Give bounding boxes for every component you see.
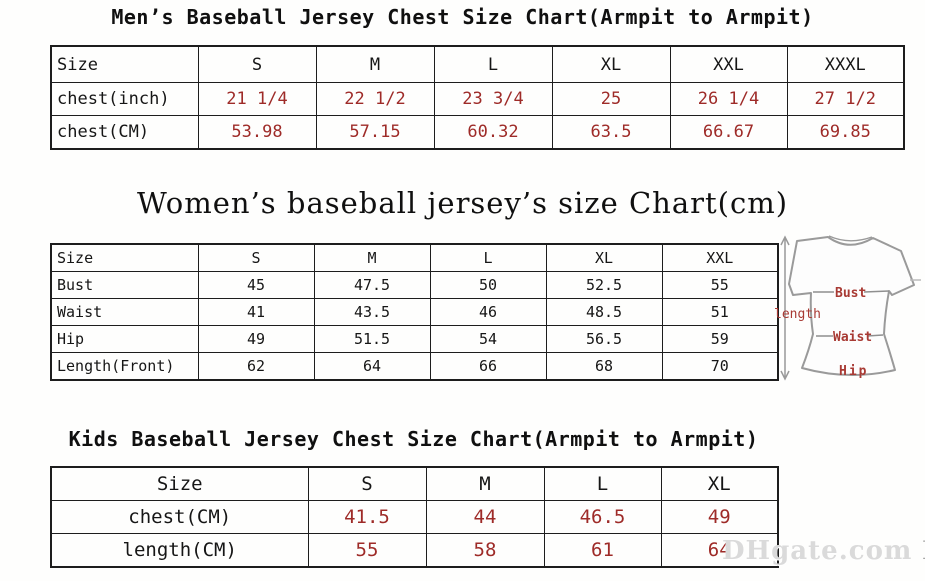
mens-chart-title: Men’s Baseball Jersey Chest Size Chart(A…: [111, 5, 814, 29]
size-value: 53.98: [197, 115, 317, 150]
seller-id: b2bcn: [922, 537, 925, 565]
size-value: 22 1/2: [315, 82, 435, 116]
table-row-waist: Waist 41 43.5 46 48.5 51: [50, 298, 779, 326]
hip-label: Hip: [839, 364, 868, 379]
size-value: 46.5: [543, 500, 662, 534]
table-header-row: Size S M L XL XXL: [50, 243, 779, 272]
table-row-length-cm: length(CM) 55 58 61 64: [50, 533, 779, 568]
size-value: 21 1/4: [197, 82, 317, 116]
size-value: 51.5: [313, 325, 431, 353]
size-value: 59: [661, 325, 779, 353]
table-row-chest-cm: chest(CM) 53.98 57.15 60.32 63.5 66.67 6…: [50, 115, 905, 150]
size-value: 44: [425, 500, 545, 534]
size-value: 54: [429, 325, 547, 353]
size-value: 51: [661, 298, 779, 326]
kids-chart-title: Kids Baseball Jersey Chest Size Chart(Ar…: [68, 427, 759, 451]
table-header-row: Size S M L XL XXL XXXL: [50, 45, 905, 83]
col-header-s: S: [307, 466, 427, 501]
row-label: Bust: [50, 271, 199, 299]
col-header-m: M: [313, 243, 431, 272]
tshirt-outline: [788, 236, 915, 376]
length-measure-line: [780, 235, 790, 381]
size-value: 61: [543, 533, 662, 568]
bust-label: Bust: [835, 286, 866, 301]
col-header-size: Size: [50, 466, 309, 501]
size-value: 66: [429, 352, 547, 381]
womens-chart-title: Women’s baseball jersey’s size Chart(cm): [136, 186, 789, 220]
size-value: 69.85: [786, 115, 905, 150]
size-value: 23 3/4: [433, 82, 553, 116]
size-value: 50: [429, 271, 547, 299]
size-value: 55: [307, 533, 427, 568]
col-header-l: L: [429, 243, 547, 272]
size-value: 47.5: [313, 271, 431, 299]
col-header-size: Size: [50, 45, 199, 83]
size-value: 55: [661, 271, 779, 299]
table-header-row: Size S M L XL: [50, 466, 779, 501]
mens-size-table: Size S M L XL XXL XXXL chest(inch) 21 1/…: [50, 45, 905, 150]
row-label: Length(Front): [50, 352, 199, 381]
size-value: 64: [313, 352, 431, 381]
row-label: Waist: [50, 298, 199, 326]
size-value: 58: [425, 533, 545, 568]
row-label: Hip: [50, 325, 199, 353]
length-label: length: [774, 307, 821, 322]
size-value: 49: [660, 500, 779, 534]
size-value: 62: [197, 352, 315, 381]
waist-label: Waist: [833, 330, 872, 345]
bust-measure-line: [813, 290, 890, 293]
row-label: chest(inch): [50, 82, 199, 116]
table-row-chest-cm: chest(CM) 41.5 44 46.5 49: [50, 500, 779, 534]
waist-measure-line: [816, 334, 884, 337]
col-header-xl: XL: [551, 45, 671, 83]
col-header-l: L: [433, 45, 553, 83]
size-value: 26 1/4: [669, 82, 788, 116]
table-row-chest-inch: chest(inch) 21 1/4 22 1/2 23 3/4 25 26 1…: [50, 82, 905, 116]
watermark: DHgate.com b2bcn: [722, 536, 925, 566]
row-label: chest(CM): [50, 115, 199, 150]
size-value: 68: [545, 352, 663, 381]
col-header-xl: XL: [660, 466, 779, 501]
size-value: 57.15: [315, 115, 435, 150]
col-header-xxl: XXL: [661, 243, 779, 272]
size-value: 41: [197, 298, 315, 326]
col-header-m: M: [315, 45, 435, 83]
col-header-m: M: [425, 466, 545, 501]
row-label: chest(CM): [50, 500, 309, 534]
collar-line: [828, 235, 873, 242]
size-value: 41.5: [307, 500, 427, 534]
size-value: 25: [551, 82, 671, 116]
col-header-l: L: [543, 466, 662, 501]
dhgate-logo: DHgate.com: [722, 536, 913, 566]
row-label: length(CM): [50, 533, 309, 568]
col-header-xl: XL: [545, 243, 663, 272]
size-value: 27 1/2: [786, 82, 905, 116]
table-row-hip: Hip 49 51.5 54 56.5 59: [50, 325, 779, 353]
table-row-length-front: Length(Front) 62 64 66 68 70: [50, 352, 779, 381]
col-header-size: Size: [50, 243, 199, 272]
size-value: 43.5: [313, 298, 431, 326]
col-header-s: S: [197, 45, 317, 83]
size-value: 52.5: [545, 271, 663, 299]
size-value: 66.67: [669, 115, 788, 150]
tshirt-measurement-diagram: length Bust Waist Hip: [774, 235, 921, 381]
size-value: 63.5: [551, 115, 671, 150]
size-value: 56.5: [545, 325, 663, 353]
col-header-xxxl: XXXL: [786, 45, 905, 83]
size-value: 70: [661, 352, 779, 381]
size-value: 45: [197, 271, 315, 299]
table-row-bust: Bust 45 47.5 50 52.5 55: [50, 271, 779, 299]
womens-size-table: Size S M L XL XXL Bust 45 47.5 50 52.5 5…: [50, 243, 779, 381]
size-value: 48.5: [545, 298, 663, 326]
size-value: 46: [429, 298, 547, 326]
col-header-xxl: XXL: [669, 45, 788, 83]
size-value: 64: [660, 533, 779, 568]
col-header-s: S: [197, 243, 315, 272]
kids-size-table: Size S M L XL chest(CM) 41.5 44 46.5 49 …: [50, 466, 779, 568]
size-value: 60.32: [433, 115, 553, 150]
size-value: 49: [197, 325, 315, 353]
